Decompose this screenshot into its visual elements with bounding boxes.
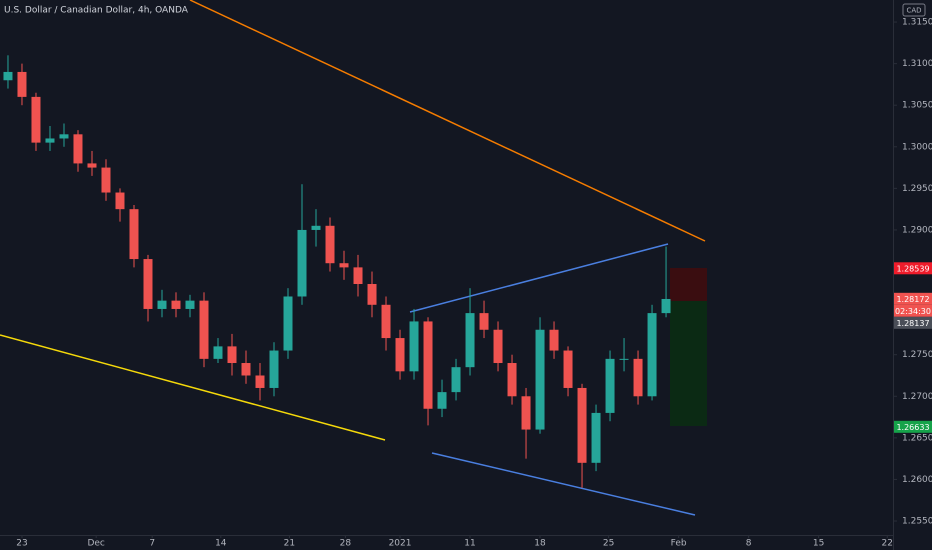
price-tag xyxy=(894,304,932,317)
candles xyxy=(3,55,671,488)
candle-body xyxy=(423,321,433,409)
x-tick-label: 7 xyxy=(149,539,155,549)
currency-box xyxy=(902,3,926,17)
y-tick-label: 1.26500 xyxy=(902,433,932,443)
candle-body xyxy=(185,300,195,309)
candle-body xyxy=(59,134,69,139)
price-tag xyxy=(894,292,932,305)
price-tag-label: 1.28172 xyxy=(896,295,929,304)
x-tick-label: 28 xyxy=(340,539,352,549)
candle-body xyxy=(479,313,489,330)
candle-body xyxy=(17,71,27,97)
candle-body xyxy=(507,363,517,397)
candle-body xyxy=(255,375,265,388)
price-tag xyxy=(894,420,932,433)
price-tag-label: 1.26633 xyxy=(896,423,929,432)
candle-body xyxy=(577,387,587,463)
chart-title: U.S. Dollar / Canadian Dollar, 4h, OANDA xyxy=(4,6,189,16)
trend-line xyxy=(0,334,386,441)
candle-body xyxy=(647,313,657,397)
y-tick-label: 1.30500 xyxy=(902,101,932,111)
candle-body xyxy=(381,304,391,339)
y-tick-label: 1.27500 xyxy=(902,350,932,360)
candle-body xyxy=(605,358,615,413)
candle-body xyxy=(521,396,531,430)
candle-body xyxy=(73,134,83,164)
candle-body xyxy=(465,313,475,368)
candle-body xyxy=(157,300,167,309)
price-tag-label: 1.28539 xyxy=(896,264,929,273)
candle-body xyxy=(339,263,349,268)
x-tick-label: 8 xyxy=(746,539,752,549)
y-tick-label: 1.27000 xyxy=(902,392,932,402)
trend-line xyxy=(189,0,706,242)
candle-body xyxy=(101,167,111,193)
candle-body xyxy=(213,346,223,359)
candle-body xyxy=(409,321,419,372)
x-tick-label: 11 xyxy=(464,539,475,549)
y-tick-label: 1.29500 xyxy=(902,184,932,194)
x-tick-label: 14 xyxy=(215,539,227,549)
candle-body xyxy=(535,329,545,430)
candle-body xyxy=(269,350,279,388)
y-tick-label: 1.25500 xyxy=(902,517,932,527)
target-zone xyxy=(670,301,707,426)
candle-body xyxy=(45,138,55,143)
price-tag xyxy=(894,316,932,329)
x-tick-label: 2021 xyxy=(389,539,412,549)
candle-body xyxy=(563,350,573,388)
candle-body xyxy=(115,192,125,210)
x-tick-label: 23 xyxy=(16,539,27,549)
candle-body xyxy=(437,392,447,409)
y-tick-label: 1.29000 xyxy=(902,225,932,235)
candle-body xyxy=(87,163,97,168)
y-tick-label: 1.31500 xyxy=(902,18,932,28)
candle-body xyxy=(451,367,461,393)
candle-body xyxy=(549,329,559,351)
price-tag-label: 1.28137 xyxy=(896,319,929,328)
candle-body xyxy=(367,284,377,305)
x-tick-label: Dec xyxy=(87,539,104,549)
x-tick-label: 21 xyxy=(284,539,295,549)
candle-body xyxy=(129,209,139,260)
candle-body xyxy=(353,267,363,285)
trend-line xyxy=(409,243,669,313)
candle-body xyxy=(283,296,293,351)
candle-body xyxy=(199,300,209,359)
candle-body xyxy=(297,229,307,297)
x-tick-label: Feb xyxy=(671,539,687,549)
candle-body xyxy=(3,71,13,81)
candle-body xyxy=(591,412,601,463)
price-tag xyxy=(894,262,932,275)
y-tick-label: 1.30000 xyxy=(902,142,932,152)
x-tick-label: 25 xyxy=(603,539,614,549)
candle-body xyxy=(171,300,181,309)
currency-label: CAD xyxy=(906,7,921,15)
candle-body xyxy=(395,338,405,372)
candle-body xyxy=(31,96,41,143)
candle-body xyxy=(325,225,335,264)
trend-line xyxy=(431,452,696,516)
candle-body xyxy=(227,346,237,364)
x-tick-label: 22 xyxy=(882,539,893,549)
candle-body xyxy=(633,358,643,397)
candle-body xyxy=(493,329,503,364)
stop-zone xyxy=(670,268,707,301)
x-tick-label: 15 xyxy=(813,539,824,549)
candle-body xyxy=(619,358,629,360)
x-tick-label: 18 xyxy=(534,539,546,549)
candle-body xyxy=(661,298,671,314)
price-tag-label: 02:34:30 xyxy=(895,307,931,316)
candle-body xyxy=(311,225,321,230)
y-tick-label: 1.26000 xyxy=(902,475,932,485)
y-tick-label: 1.31000 xyxy=(902,59,932,69)
candle-body xyxy=(143,259,153,309)
candle-body xyxy=(241,363,251,376)
